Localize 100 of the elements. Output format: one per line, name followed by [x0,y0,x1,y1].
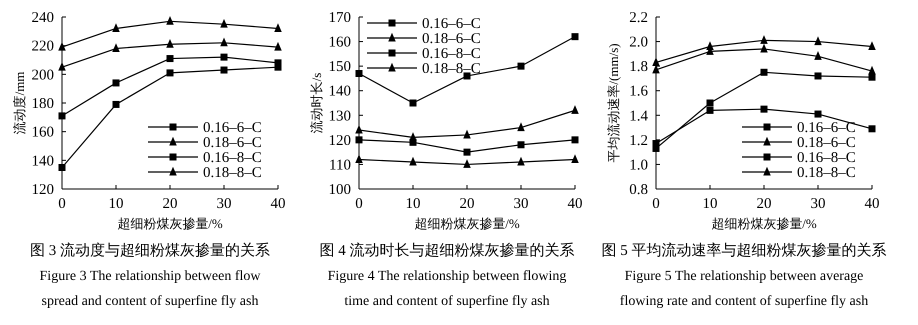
y-tick-label: 120 [328,132,351,149]
point [572,155,578,164]
point [356,126,362,134]
legend-label: 0.16–6–C [203,120,262,136]
y-tick-label: 1.0 [629,157,648,174]
y-tick-label: 160 [32,124,54,141]
y-tick-label: 170 [328,10,351,26]
point [58,62,66,71]
y-tick-label: 110 [329,157,351,174]
x-tick-label: 10 [406,196,420,212]
point [58,42,66,51]
point [572,136,578,144]
point [166,16,174,25]
x-tick-label: 30 [514,196,528,212]
point [166,69,174,76]
y-tick-label: 1.8 [629,59,648,76]
point [464,130,470,138]
caption: Figure 4 The relationship between flowing [328,269,566,284]
y-tick-label: 240 [32,10,54,26]
point [814,110,822,118]
point [652,65,660,74]
point [274,42,282,51]
x-axis-title: 超细粉煤灰掺量/% [414,216,520,231]
y-tick-label: 2.0 [629,34,648,51]
y-tick-label: 1.2 [629,132,648,149]
y-tick-label: 220 [32,38,54,55]
point [572,106,578,114]
point [868,42,876,50]
point [112,79,120,86]
text: spread and content of superfine fly ash [42,294,258,309]
y-tick-label: 160 [328,34,351,51]
point [814,72,822,80]
text: flowing rate and content of superfine fly ash [620,294,868,309]
legend-label: 0.16–8–C [797,150,856,166]
x-tick-label: 20 [460,196,474,212]
y-axis-title: 流动度/mm [12,72,27,134]
legend-label: 0.16–6–C [422,16,481,32]
point [220,66,228,74]
legend-label: 0.18–6–C [797,135,856,151]
point [518,123,524,132]
y-tick-label: 1.4 [629,108,648,124]
point [166,40,174,48]
y-tick-label: 200 [32,67,54,84]
point [356,70,362,78]
point [58,112,66,120]
x-axis-title: 超细粉煤灰掺量/% [711,216,817,231]
point [518,62,524,70]
point [112,24,120,32]
legend-label: 0.18–6–C [422,31,481,47]
y-tick-label: 180 [32,96,54,112]
point [760,36,768,44]
point [706,100,714,106]
point [760,44,768,52]
y-tick-label: 0.8 [629,182,648,198]
point [868,125,876,132]
legend-label: 0.16–8–C [203,150,262,166]
caption: 图 5 平均流动速率与超细粉煤灰掺量的关系 [602,242,886,259]
point [518,157,524,166]
point [652,58,660,66]
point [464,148,470,156]
point [410,138,416,146]
x-axis-title: 超细粉煤灰掺量/% [117,216,223,231]
legend-label: 0.16–8–C [422,46,481,62]
point [518,141,524,148]
point [274,24,282,32]
point [166,55,174,62]
legend-label: 0.18–8–C [203,165,262,181]
point [410,100,416,106]
y-axis-title: 平均流动速率/(mm/s) [606,43,621,163]
point [572,33,578,40]
point [112,44,120,52]
point [814,52,822,60]
point [814,37,822,46]
y-tick-label: 100 [328,182,351,198]
x-tick-label: 20 [756,196,772,212]
point [220,38,228,46]
caption: Figure 5 The relationship between average [624,269,864,284]
y-tick-label: 150 [328,59,351,76]
point [410,157,416,166]
x-tick-label: 40 [864,196,880,212]
legend-label: 0.18–8–C [422,61,481,77]
point [112,100,120,108]
legend-label: 0.16–6–C [797,120,856,136]
caption: 图 3 流动度与超细粉煤灰掺量的关系 [30,242,270,259]
point [464,160,470,168]
y-tick-label: 140 [328,84,351,100]
point [356,136,362,144]
point [220,54,228,61]
x-tick-label: 40 [270,196,286,212]
x-tick-label: 0 [58,196,66,212]
x-tick-label: 0 [652,196,660,212]
x-tick-label: 10 [702,196,718,212]
caption: 图 4 流动时长与超细粉煤灰掺量的关系 [320,242,574,259]
point [868,74,876,81]
point [706,106,714,114]
y-tick-label: 140 [32,153,54,170]
y-tick-label: 1.6 [629,84,648,100]
point [58,164,66,171]
point [220,20,228,28]
x-tick-label: 40 [568,196,582,212]
